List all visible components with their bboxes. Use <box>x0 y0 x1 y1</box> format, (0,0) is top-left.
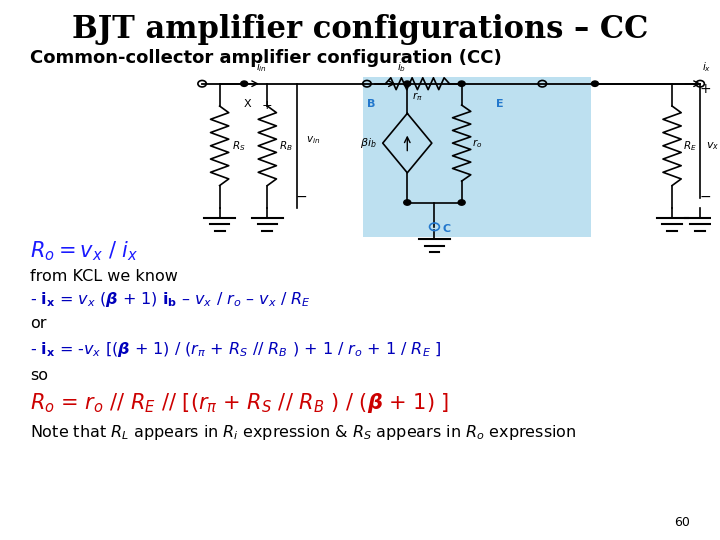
Circle shape <box>240 81 248 86</box>
Text: E: E <box>496 99 504 109</box>
Text: B: B <box>367 99 375 109</box>
Text: $v_{in}$: $v_{in}$ <box>306 134 320 146</box>
Text: X: X <box>244 99 251 109</box>
Text: +: + <box>700 82 711 96</box>
Text: −: − <box>295 190 307 204</box>
Circle shape <box>591 81 598 86</box>
Text: Common-collector amplifier configuration (CC): Common-collector amplifier configuration… <box>30 49 502 67</box>
Text: $i_x$: $i_x$ <box>701 60 711 74</box>
Text: $R_B$: $R_B$ <box>279 139 293 153</box>
Circle shape <box>404 200 411 205</box>
Text: $v_x$: $v_x$ <box>706 140 719 152</box>
Text: so: so <box>30 368 48 383</box>
Text: $\beta i_b$: $\beta i_b$ <box>360 136 377 150</box>
Circle shape <box>458 81 465 86</box>
Text: from KCL we know: from KCL we know <box>30 269 178 284</box>
Text: C: C <box>443 225 451 234</box>
FancyBboxPatch shape <box>364 77 591 237</box>
Text: $R_o = v_x\ /\ i_x$: $R_o = v_x\ /\ i_x$ <box>30 239 139 263</box>
Circle shape <box>404 81 411 86</box>
Text: $R_o$ = $r_o$ // $R_E$ // [($r_{\pi}$ + $R_S$ // $R_B$ ) / ($\boldsymbol{\beta}$: $R_o$ = $r_o$ // $R_E$ // [($r_{\pi}$ + … <box>30 391 449 415</box>
Text: −: − <box>700 190 711 204</box>
Text: - $\mathbf{i_x}$ = $v_x$ ($\boldsymbol{\beta}$ + 1) $\mathbf{i_b}$ – $v_x$ / $r_: - $\mathbf{i_x}$ = $v_x$ ($\boldsymbol{\… <box>30 290 311 309</box>
Text: $i_b$: $i_b$ <box>397 60 407 74</box>
Text: or: or <box>30 316 47 332</box>
Circle shape <box>458 200 465 205</box>
Text: +: + <box>262 99 273 112</box>
Text: $R_S$: $R_S$ <box>232 139 245 153</box>
Text: 60: 60 <box>674 516 690 529</box>
Text: $r_\pi$: $r_\pi$ <box>412 90 423 103</box>
Text: $r_o$: $r_o$ <box>472 137 482 150</box>
Text: - $\mathbf{i_x}$ = -$v_x$ [($\boldsymbol{\beta}$ + 1) / ($r_{\pi}$ + $R_S$ // $R: - $\mathbf{i_x}$ = -$v_x$ [($\boldsymbol… <box>30 340 442 360</box>
Text: BJT amplifier configurations – CC: BJT amplifier configurations – CC <box>72 14 648 45</box>
Text: $i_{in}$: $i_{in}$ <box>256 60 267 74</box>
Text: Note that $R_L$ appears in $R_i$ expression & $R_S$ appears in $R_o$ expression: Note that $R_L$ appears in $R_i$ express… <box>30 422 577 442</box>
Text: $R_E$: $R_E$ <box>683 139 696 153</box>
